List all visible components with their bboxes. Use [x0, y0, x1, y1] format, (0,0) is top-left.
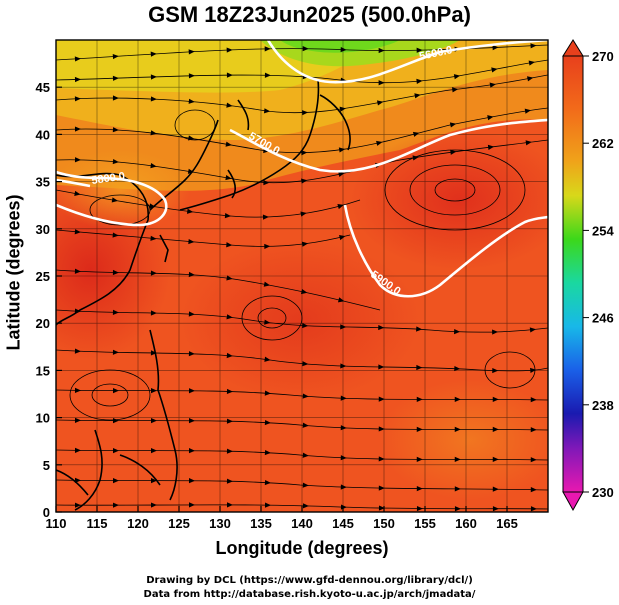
colorbar-label-262: 262	[592, 136, 614, 151]
coastlines	[56, 79, 351, 511]
x-tick-130: 130	[209, 516, 231, 531]
y-tick-labels: 0 5 10 15 20 25 30 35 40 45	[36, 80, 50, 520]
x-tick-125: 125	[168, 516, 190, 531]
contour-5700	[229, 118, 548, 173]
x-tick-115: 115	[87, 516, 108, 531]
y-tick-45: 45	[36, 80, 50, 95]
height-contours	[56, 40, 548, 298]
colorbar-label-230: 230	[592, 485, 614, 500]
contour-5800	[56, 170, 168, 227]
y-tick-20: 20	[36, 316, 50, 331]
y-tick-25: 25	[36, 269, 50, 284]
y-tick-30: 30	[36, 222, 50, 237]
wind-streamlines	[56, 44, 548, 510]
colorbar-label-254: 254	[592, 223, 614, 238]
x-tick-110: 110	[46, 516, 67, 531]
x-tick-labels: 110 115 120 125 130 135 140 145 150 155 160 165	[46, 516, 518, 531]
contour-label-5800: 5800.0	[91, 170, 126, 187]
x-tick-150: 150	[373, 516, 395, 531]
y-tick-40: 40	[36, 127, 50, 142]
colorbar-label-238: 238	[592, 398, 614, 413]
x-axis-label: Longitude (degrees)	[215, 538, 389, 558]
colorbar-scale	[562, 55, 584, 493]
contour-5800-west	[56, 178, 91, 188]
x-tick-120: 120	[127, 516, 149, 531]
colorbar-label-246: 246	[592, 311, 614, 326]
credit-data: Data from http://database.rish.kyoto-u.a…	[143, 589, 476, 600]
x-tick-165: 165	[496, 516, 518, 531]
contour-5600	[266, 40, 548, 84]
y-tick-15: 15	[36, 363, 50, 378]
y-tick-5: 5	[43, 458, 50, 473]
x-tick-135: 135	[250, 516, 272, 531]
colorbar-top-arrow	[562, 39, 584, 57]
colorbar-label-270: 270	[592, 49, 614, 64]
map-title: GSM 18Z23Jun2025 (500.0hPa)	[148, 2, 471, 27]
y-tick-0: 0	[43, 505, 50, 520]
colorbar: 270 262 254 246 238 230	[562, 39, 614, 512]
colorbar-bottom-arrow	[562, 491, 584, 512]
x-tick-160: 160	[455, 516, 477, 531]
axis-ticks	[55, 86, 508, 513]
y-tick-35: 35	[36, 175, 50, 190]
y-tick-10: 10	[36, 411, 50, 426]
x-tick-145: 145	[332, 516, 354, 531]
credit-drawing: Drawing by DCL (https://www.gfd-dennou.o…	[146, 575, 473, 586]
x-tick-155: 155	[414, 516, 436, 531]
contour-5900	[343, 204, 548, 298]
x-tick-140: 140	[291, 516, 313, 531]
